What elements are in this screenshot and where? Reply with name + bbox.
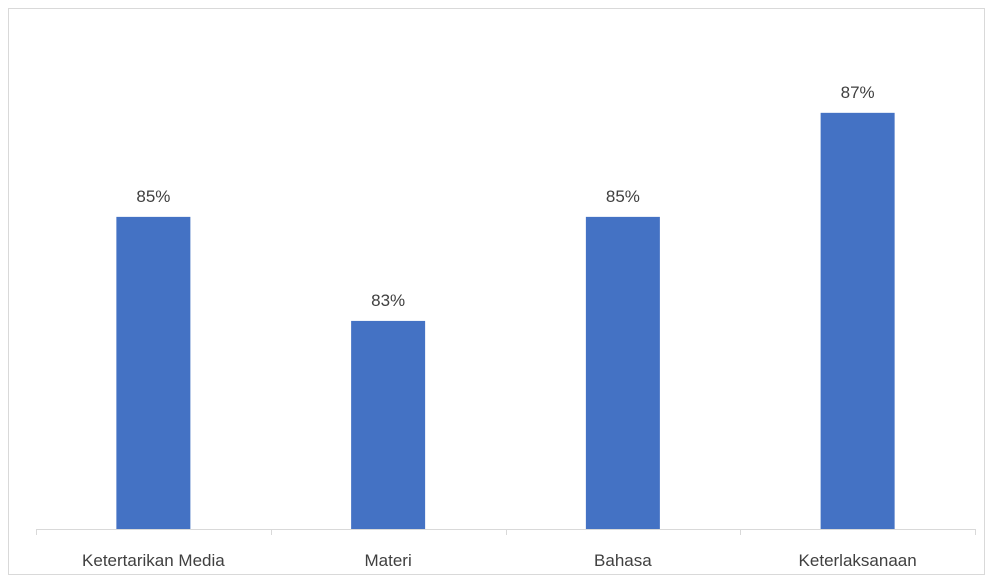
labels-group: 85% Ketertarikan Media 83% Materi 85% Bahasa 8…: [82, 83, 917, 570]
data-label: 85%: [606, 187, 640, 206]
x-tick-label: Keterlaksanaan: [799, 551, 917, 570]
x-tick-label: Bahasa: [594, 551, 652, 570]
bar-ketertarikan-media: [116, 216, 191, 529]
bar-keterlaksanaan: [820, 112, 895, 530]
x-tick-label: Materi: [365, 551, 412, 570]
data-label: 83%: [371, 291, 405, 310]
bar-materi: [351, 320, 426, 529]
x-tick-label: Ketertarikan Media: [82, 551, 225, 570]
bar-bahasa: [585, 216, 660, 529]
data-label: 85%: [136, 187, 170, 206]
data-label: 87%: [841, 83, 875, 102]
x-axis: [36, 529, 976, 535]
bars-group: [116, 112, 895, 530]
chart-border: [8, 8, 985, 575]
